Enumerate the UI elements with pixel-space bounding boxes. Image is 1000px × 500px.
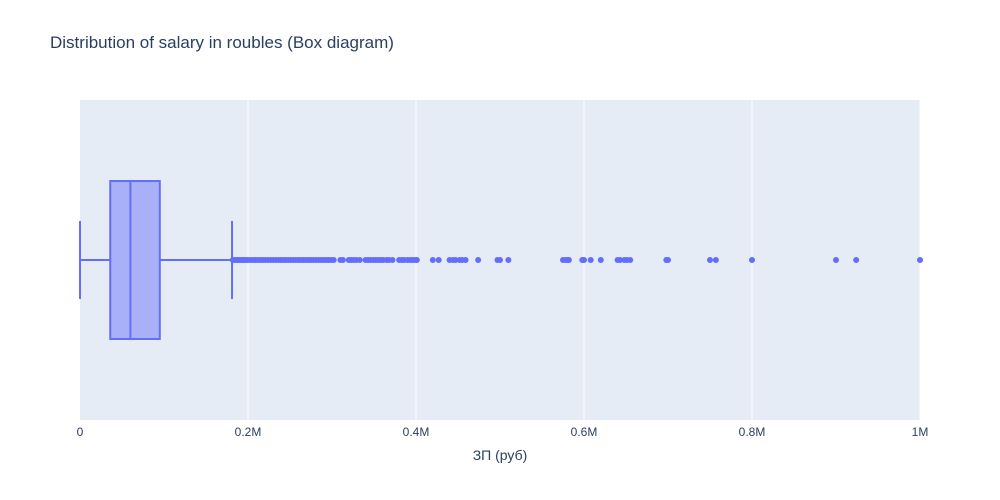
outlier-point <box>435 257 442 263</box>
outlier-point <box>505 257 512 263</box>
outlier-point <box>330 257 337 263</box>
outlier-point <box>565 257 572 263</box>
outlier-points <box>229 257 923 263</box>
x-tick-label: 0 <box>77 425 84 439</box>
outlier-point <box>339 257 346 263</box>
outlier-point <box>597 257 604 263</box>
iqr-box <box>109 180 161 340</box>
outlier-point <box>665 257 671 263</box>
outlier-point <box>356 257 363 263</box>
outlier-point <box>707 257 713 263</box>
x-tick-label: 1M <box>912 425 929 439</box>
x-tick-label: 0.2M <box>235 425 262 439</box>
x-tick-label: 0.4M <box>403 425 430 439</box>
chart-title: Distribution of salary in roubles (Box d… <box>50 33 394 52</box>
salary-box[interactable] <box>79 180 234 340</box>
x-tick-label: 0.8M <box>739 425 766 439</box>
outlier-point <box>462 257 469 263</box>
outlier-point <box>749 257 755 263</box>
outlier-point <box>587 257 594 263</box>
outlier-point <box>833 257 839 263</box>
outlier-point <box>617 257 624 263</box>
outlier-point <box>429 257 436 263</box>
outlier-point <box>712 257 719 263</box>
x-tick-label: 0.6M <box>571 425 598 439</box>
outlier-point <box>853 257 860 263</box>
outlier-point <box>917 257 923 263</box>
outlier-point <box>581 257 587 263</box>
outlier-point <box>413 257 420 263</box>
outlier-point <box>627 257 634 263</box>
outlier-point <box>389 257 396 263</box>
x-axis-ticks: 0 0.2M 0.4M 0.6M 0.8M 1M <box>77 425 929 439</box>
outlier-point <box>497 257 503 263</box>
outlier-point <box>452 257 459 263</box>
x-axis-title: ЗП (руб) <box>473 447 528 463</box>
outlier-point <box>475 257 482 263</box>
